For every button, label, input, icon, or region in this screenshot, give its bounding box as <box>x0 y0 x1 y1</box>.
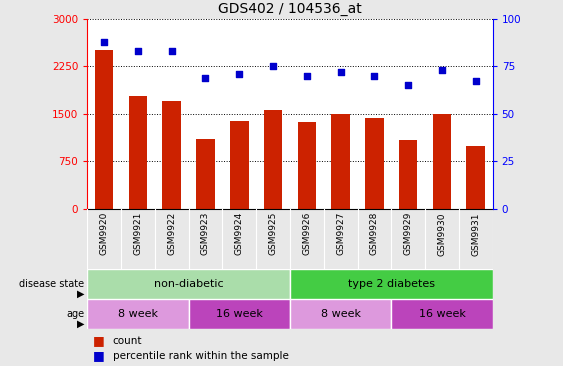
Title: GDS402 / 104536_at: GDS402 / 104536_at <box>218 2 362 16</box>
Text: GSM9925: GSM9925 <box>269 212 278 255</box>
Bar <box>87 299 189 329</box>
Text: GSM9928: GSM9928 <box>370 212 379 255</box>
Point <box>437 67 446 73</box>
Text: ■: ■ <box>93 335 105 347</box>
Bar <box>189 299 290 329</box>
Bar <box>391 299 493 329</box>
Point <box>370 73 379 79</box>
Bar <box>399 141 418 209</box>
Point <box>302 73 311 79</box>
Text: count: count <box>113 336 142 346</box>
Text: GSM9929: GSM9929 <box>404 212 413 255</box>
Text: age: age <box>66 309 84 320</box>
Text: GSM9922: GSM9922 <box>167 212 176 255</box>
Text: GSM9930: GSM9930 <box>437 212 446 255</box>
Bar <box>467 146 485 209</box>
Text: non-diabetic: non-diabetic <box>154 279 224 290</box>
Text: ▶: ▶ <box>77 288 84 299</box>
Point <box>471 79 480 85</box>
Bar <box>290 269 493 299</box>
Text: GSM9927: GSM9927 <box>336 212 345 255</box>
Bar <box>87 269 290 299</box>
Text: GSM9924: GSM9924 <box>235 212 244 255</box>
Text: disease state: disease state <box>19 279 84 290</box>
Point <box>100 38 109 44</box>
Text: 16 week: 16 week <box>216 309 263 320</box>
Text: GSM9920: GSM9920 <box>100 212 109 255</box>
Bar <box>298 122 316 209</box>
Text: type 2 diabetes: type 2 diabetes <box>348 279 435 290</box>
Text: ▶: ▶ <box>77 318 84 329</box>
Text: 8 week: 8 week <box>320 309 361 320</box>
Point <box>235 71 244 77</box>
Point <box>269 63 278 69</box>
Point <box>201 75 210 81</box>
Bar <box>290 299 391 329</box>
Bar <box>95 51 114 209</box>
Text: GSM9921: GSM9921 <box>133 212 142 255</box>
Point <box>133 48 142 54</box>
Text: GSM9923: GSM9923 <box>201 212 210 255</box>
Text: GSM9926: GSM9926 <box>302 212 311 255</box>
Bar <box>230 122 249 209</box>
Bar <box>196 139 215 209</box>
Text: GSM9931: GSM9931 <box>471 212 480 255</box>
Text: ■: ■ <box>93 349 105 362</box>
Point <box>336 69 345 75</box>
Bar <box>128 96 148 209</box>
Text: 16 week: 16 week <box>418 309 466 320</box>
Point <box>404 82 413 88</box>
Text: percentile rank within the sample: percentile rank within the sample <box>113 351 288 361</box>
Point <box>167 48 176 54</box>
Bar <box>332 114 350 209</box>
Text: 8 week: 8 week <box>118 309 158 320</box>
Bar <box>365 118 384 209</box>
Bar <box>163 101 181 209</box>
Bar <box>263 110 282 209</box>
Bar <box>432 115 452 209</box>
